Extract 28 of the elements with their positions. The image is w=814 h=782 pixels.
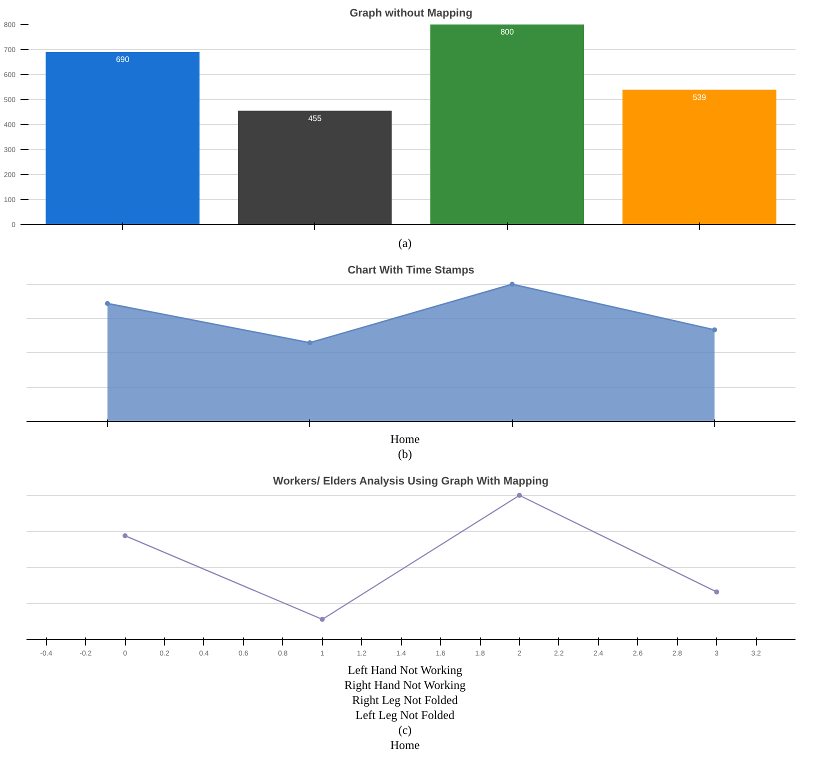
- point: [510, 282, 515, 287]
- bar: [238, 110, 392, 224]
- point: [122, 534, 128, 539]
- text: Home: [390, 432, 420, 446]
- text: Left Leg Not Folded: [356, 708, 454, 722]
- text: (b): [398, 447, 412, 462]
- chart-title: Workers/ Elders Analysis Using Graph With Mapping: [273, 476, 549, 488]
- text: (a): [397, 236, 413, 251]
- point: [307, 340, 312, 346]
- text: Left Hand Not Working: [348, 663, 462, 678]
- data-label: 800: [500, 28, 514, 36]
- chart-title: Chart With Time Stamps: [348, 264, 474, 277]
- point: [320, 617, 325, 622]
- point: [712, 327, 718, 332]
- data-label: 690: [116, 55, 130, 64]
- point: [516, 493, 522, 498]
- point: [104, 301, 110, 306]
- data-label: 539: [692, 92, 707, 102]
- text: Right Hand Not Working: [344, 678, 466, 692]
- text: Right Leg Not Folded: [352, 693, 458, 708]
- data-label: 455: [308, 114, 322, 123]
- bar: [46, 52, 200, 224]
- point: [714, 590, 720, 595]
- text: Home: [390, 738, 420, 752]
- bar: [622, 90, 776, 224]
- text: (c): [398, 723, 412, 738]
- chart-title: Graph without Mapping: [350, 8, 472, 20]
- bar: [430, 24, 584, 224]
